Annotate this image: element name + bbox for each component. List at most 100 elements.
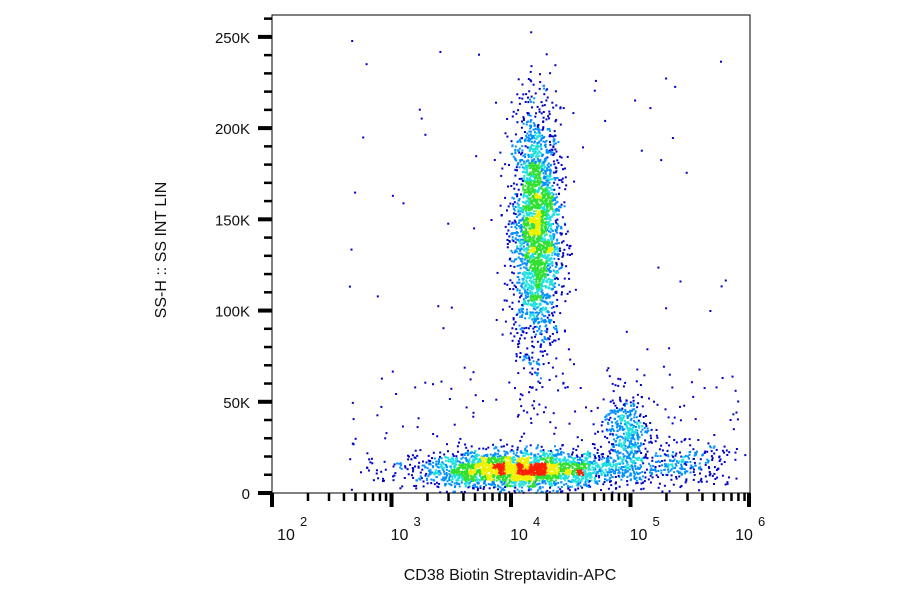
event-dot	[447, 458, 450, 461]
event-dot	[536, 229, 539, 232]
event-dot	[514, 237, 517, 240]
event-dot	[545, 285, 548, 288]
event-dot	[559, 470, 562, 473]
event-dot	[562, 381, 565, 384]
event-dot	[458, 441, 460, 444]
event-dot	[524, 283, 527, 286]
event-dot	[543, 465, 546, 468]
event-dot	[501, 472, 504, 475]
event-dot	[559, 205, 562, 208]
event-dot	[517, 346, 520, 348]
event-dot	[566, 477, 569, 480]
event-dot	[634, 465, 637, 468]
event-dot	[515, 355, 518, 358]
event-dot	[535, 174, 538, 177]
event-dot	[392, 475, 394, 478]
event-dot	[551, 203, 554, 206]
event-dot	[503, 462, 505, 465]
event-dot	[657, 476, 660, 479]
event-dot	[540, 213, 542, 216]
event-dot	[508, 485, 511, 487]
event-dot	[521, 241, 524, 244]
event-dot	[543, 341, 545, 343]
event-dot	[515, 359, 518, 362]
event-dot	[512, 207, 515, 210]
event-dot	[468, 461, 471, 464]
event-dot	[517, 340, 520, 343]
event-dot	[537, 278, 540, 281]
event-dot	[531, 345, 534, 347]
event-dot	[521, 327, 523, 329]
event-dot	[500, 457, 503, 460]
event-dot	[542, 212, 545, 215]
event-dot	[530, 31, 533, 34]
event-dot	[444, 484, 447, 487]
event-dot	[536, 213, 539, 216]
event-dot	[515, 166, 518, 169]
event-dot	[538, 262, 541, 265]
event-dot	[540, 309, 543, 312]
event-dot	[471, 462, 474, 465]
event-dot	[511, 271, 514, 274]
event-dot	[507, 229, 510, 232]
event-dot	[413, 456, 416, 459]
event-dot	[522, 281, 525, 284]
event-dot	[556, 239, 559, 242]
event-dot	[529, 138, 532, 141]
event-dot	[609, 476, 612, 479]
event-dot	[528, 391, 531, 394]
event-dot	[475, 471, 477, 474]
event-dot	[536, 466, 539, 469]
event-dot	[536, 363, 539, 365]
event-dot	[530, 119, 533, 122]
event-dot	[551, 101, 554, 104]
event-dot	[512, 203, 515, 206]
event-dot	[553, 245, 556, 248]
event-dot	[549, 224, 551, 227]
event-dot	[551, 307, 553, 309]
event-dot	[541, 292, 544, 295]
event-dot	[598, 470, 601, 473]
event-dot	[602, 453, 605, 455]
event-dot	[580, 479, 583, 482]
event-dot	[476, 457, 479, 460]
event-dot	[400, 467, 403, 470]
event-dot	[508, 456, 510, 459]
event-dot	[457, 468, 460, 471]
event-dot	[543, 235, 546, 238]
event-dot	[526, 311, 529, 314]
event-dot	[501, 167, 504, 170]
event-dot	[540, 186, 543, 188]
event-dot	[527, 295, 530, 298]
event-dot	[504, 463, 507, 466]
event-dot	[470, 480, 473, 483]
event-dot	[530, 175, 533, 178]
event-dot	[513, 284, 516, 287]
event-dot	[431, 465, 434, 468]
event-dot	[541, 246, 544, 249]
event-dot	[561, 177, 564, 180]
event-dot	[537, 459, 540, 462]
event-dot	[549, 449, 552, 452]
event-dot	[555, 305, 558, 308]
event-dot	[512, 155, 515, 158]
event-dot	[557, 253, 560, 256]
event-dot	[543, 207, 546, 210]
event-dot	[534, 147, 537, 150]
event-dot	[526, 451, 529, 454]
event-dot	[489, 466, 492, 469]
event-dot	[547, 217, 550, 220]
event-dot	[539, 455, 542, 458]
event-dot	[535, 210, 538, 213]
event-dot	[531, 215, 534, 218]
event-dot	[542, 475, 545, 478]
event-dot	[614, 472, 617, 475]
event-dot	[518, 252, 521, 255]
event-dot	[524, 230, 527, 233]
event-dot	[552, 454, 555, 457]
event-dot	[549, 484, 552, 487]
event-dot	[560, 262, 563, 265]
event-dot	[553, 163, 556, 166]
event-dot	[529, 311, 532, 314]
event-dot	[532, 295, 535, 298]
